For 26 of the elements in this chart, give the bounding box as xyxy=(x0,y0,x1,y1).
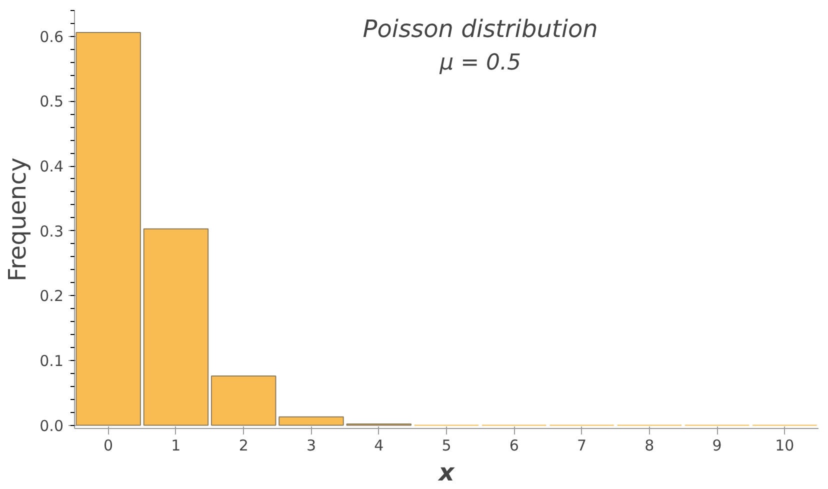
x-tick-label: 9 xyxy=(712,436,722,454)
text: μ = 0.5 xyxy=(438,50,522,76)
bar xyxy=(143,228,209,426)
bar xyxy=(278,416,344,426)
y-tick-label: 0.4 xyxy=(40,158,64,176)
chart-title: Poisson distribution xyxy=(362,14,598,43)
bar xyxy=(210,376,276,426)
y-axis-title: Frequency xyxy=(4,158,32,282)
x-tick-label: 0 xyxy=(104,436,114,454)
y-tick-label: 0.1 xyxy=(40,352,64,370)
x-tick-label: 7 xyxy=(577,436,587,454)
x-tick-label: 1 xyxy=(171,436,181,454)
y-tick-label: 0.0 xyxy=(40,416,64,435)
x-tick-label: 10 xyxy=(775,436,794,454)
x-tick-label: 6 xyxy=(509,436,519,454)
y-tick-label: 0.2 xyxy=(40,287,64,306)
y-tick-label: 0.3 xyxy=(40,222,64,240)
x-tick-label: 8 xyxy=(644,436,654,454)
y-tick-label: 0.6 xyxy=(40,28,64,46)
x-tick-label: 2 xyxy=(238,436,248,454)
x-axis-title: x xyxy=(438,458,456,486)
x-tick-label: 3 xyxy=(306,436,316,454)
y-tick-label: 0.5 xyxy=(40,92,64,111)
x-tick-label: 5 xyxy=(442,436,452,454)
bar xyxy=(76,32,141,426)
x-tick-label: 4 xyxy=(374,436,384,454)
